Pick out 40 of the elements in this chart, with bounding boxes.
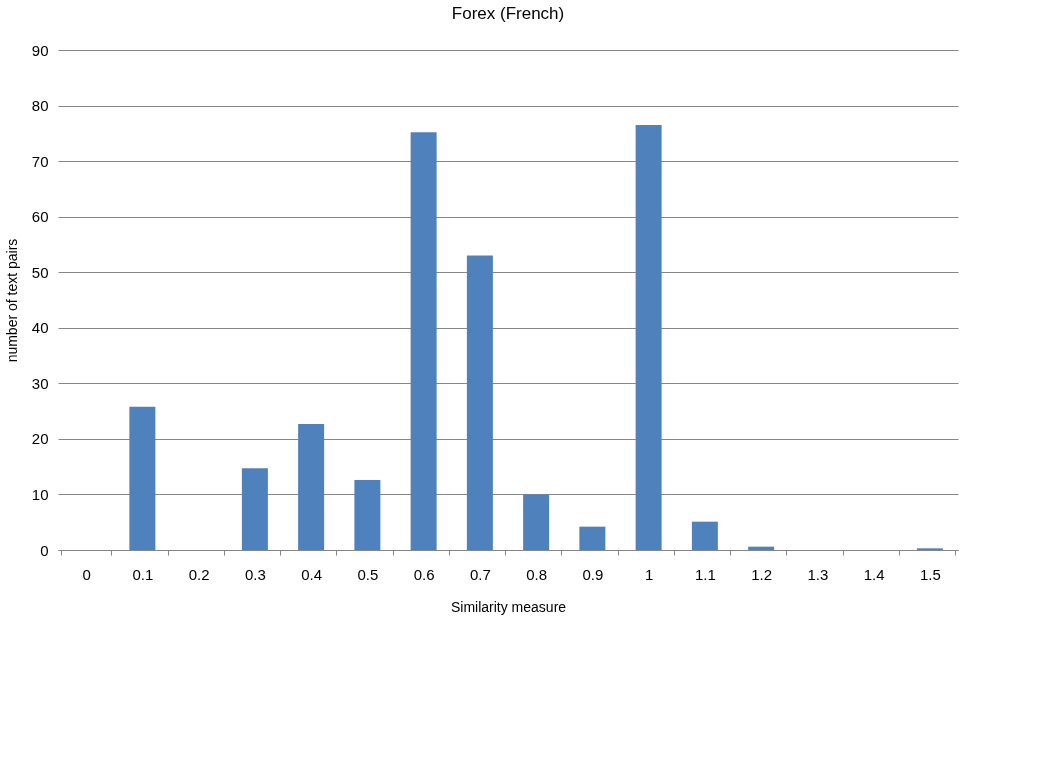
y-tick-label: 90 [31,41,49,59]
bar [410,132,437,550]
y-tick-label: 20 [31,430,49,448]
x-tick-label: 0.9 [582,565,604,583]
y-axis-title: number of text pairs [3,238,20,363]
x-tick-label: 0.7 [469,565,491,583]
bar [241,468,268,550]
bar [635,125,662,550]
bar [523,494,550,550]
bar [748,546,775,550]
y-tick-label: 60 [31,208,49,226]
bar [129,406,156,550]
x-tick-label: 0.3 [244,565,266,583]
bar [354,480,381,550]
chart-title: Forex (French) [451,4,565,23]
bar [466,255,493,550]
x-tick-label: 0.5 [357,565,379,583]
x-tick-label: 1 [644,565,654,583]
x-tick-label: 1.3 [807,565,829,583]
y-tick-label: 50 [31,263,49,281]
x-tick-label: 0.1 [132,565,154,583]
y-tick-label: 10 [31,485,49,503]
x-tick-label: 1.1 [694,565,716,583]
bar [691,521,718,550]
y-tick-label: 40 [31,319,49,337]
bar [579,526,606,550]
y-tick-label: 0 [40,541,49,559]
x-tick-label: 1.5 [919,565,941,583]
x-tick-label: 1.2 [751,565,773,583]
x-tick-label: 0.2 [188,565,210,583]
y-tick-label: 30 [31,374,49,392]
x-axis-title: Similarity measure [450,598,567,615]
x-tick-label: 0.4 [301,565,323,583]
x-tick-label: 0 [82,565,91,583]
x-tick-label: 0.8 [526,565,548,583]
y-tick-label: 80 [31,97,49,115]
x-tick-label: 0.6 [413,565,435,583]
x-tick-label: 1.4 [863,565,885,583]
bar [298,423,325,550]
y-tick-label: 70 [31,152,49,170]
